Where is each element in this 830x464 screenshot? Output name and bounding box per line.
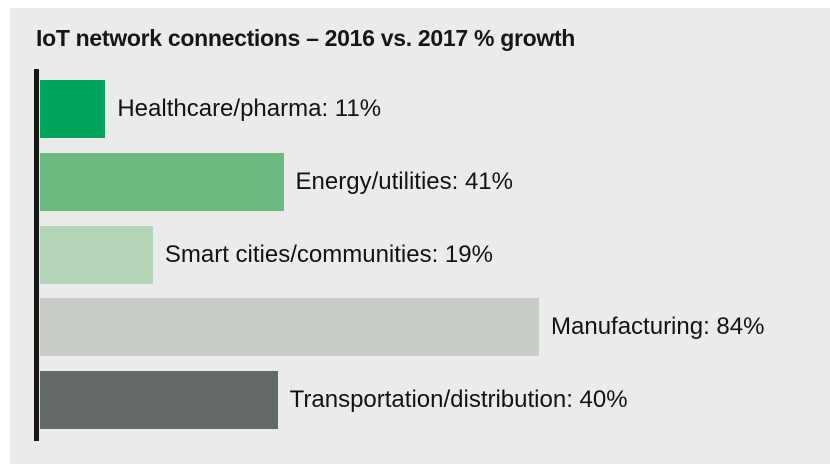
bar-label: Healthcare/pharma: 11% (117, 95, 382, 122)
bar-row: Transportation/distribution: 40% (40, 371, 830, 430)
bar-chart: Healthcare/pharma: 11% Energy/utilities: … (34, 69, 830, 441)
bar-row: Healthcare/pharma: 11% (40, 80, 830, 138)
chart-panel: IoT network connections – 2016 vs. 2017 … (10, 8, 830, 464)
bars-container: Healthcare/pharma: 11% Energy/utilities: … (40, 80, 830, 430)
bar (40, 152, 284, 211)
bar-label: Smart cities/communities: 19% (164, 240, 493, 268)
bar-label: Transportation/distribution: 40% (289, 386, 628, 414)
bar-row: Smart cities/communities: 19% (40, 225, 830, 284)
bar-row: Manufacturing: 84% (40, 298, 830, 357)
bar-label: Manufacturing: 84% (551, 313, 765, 341)
bar-row: Energy/utilities: 41% (40, 152, 830, 211)
bar (40, 298, 539, 357)
bar (40, 225, 153, 284)
bar (40, 80, 106, 138)
y-axis-line (34, 69, 39, 441)
bar (40, 371, 278, 430)
bar-label: Energy/utilities: 41% (295, 167, 513, 195)
chart-title: IoT network connections – 2016 vs. 2017 … (36, 25, 576, 51)
